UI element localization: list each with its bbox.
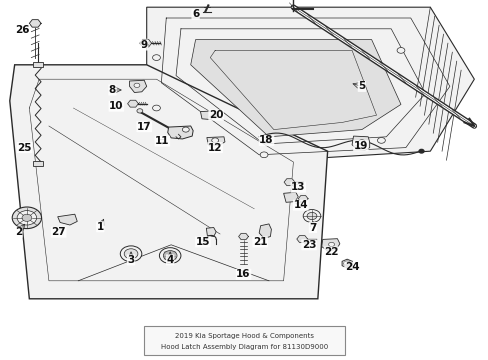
- Text: 20: 20: [208, 110, 223, 120]
- Circle shape: [120, 246, 142, 262]
- Text: 10: 10: [109, 101, 123, 111]
- Circle shape: [22, 214, 32, 221]
- Text: 5: 5: [358, 81, 365, 91]
- Circle shape: [137, 109, 142, 113]
- Circle shape: [124, 249, 138, 259]
- Polygon shape: [296, 235, 307, 243]
- Polygon shape: [298, 195, 307, 202]
- Circle shape: [303, 210, 320, 222]
- Circle shape: [328, 242, 334, 247]
- Text: 1: 1: [97, 222, 103, 232]
- Text: 2019 Kia Sportage Hood & Components: 2019 Kia Sportage Hood & Components: [175, 333, 313, 339]
- Circle shape: [260, 152, 267, 158]
- Text: 9: 9: [141, 40, 147, 50]
- Polygon shape: [127, 100, 138, 107]
- Text: 23: 23: [301, 240, 316, 250]
- Circle shape: [182, 127, 189, 132]
- Circle shape: [17, 211, 37, 225]
- Text: 18: 18: [259, 135, 273, 145]
- Polygon shape: [200, 111, 215, 120]
- Circle shape: [396, 48, 404, 53]
- Circle shape: [159, 248, 181, 264]
- Polygon shape: [284, 179, 294, 186]
- Polygon shape: [283, 192, 298, 202]
- Text: 8: 8: [109, 85, 116, 95]
- Text: 12: 12: [207, 143, 222, 153]
- Circle shape: [306, 212, 316, 220]
- Text: 7: 7: [308, 222, 316, 233]
- Text: Hood Latch Assembly Diagram for 81130D9000: Hood Latch Assembly Diagram for 81130D90…: [161, 343, 327, 350]
- Text: 3: 3: [127, 255, 134, 265]
- Polygon shape: [342, 259, 351, 268]
- Text: 26: 26: [15, 24, 29, 35]
- Text: 4: 4: [166, 255, 174, 265]
- Polygon shape: [190, 40, 400, 137]
- Text: 14: 14: [293, 200, 307, 210]
- Polygon shape: [206, 228, 216, 237]
- Polygon shape: [29, 20, 41, 27]
- Text: 17: 17: [137, 122, 151, 132]
- Polygon shape: [129, 80, 146, 93]
- Polygon shape: [321, 239, 339, 251]
- Circle shape: [358, 140, 365, 145]
- Polygon shape: [10, 65, 327, 299]
- Circle shape: [377, 138, 385, 143]
- Circle shape: [152, 105, 160, 111]
- Text: 11: 11: [155, 136, 169, 146]
- Polygon shape: [206, 137, 224, 145]
- Circle shape: [418, 149, 423, 153]
- Text: 6: 6: [192, 9, 199, 19]
- Polygon shape: [58, 214, 77, 225]
- FancyBboxPatch shape: [33, 62, 43, 67]
- Polygon shape: [238, 233, 248, 240]
- Circle shape: [12, 207, 41, 229]
- Text: 27: 27: [51, 227, 66, 237]
- Text: 19: 19: [353, 141, 367, 151]
- Circle shape: [343, 261, 350, 266]
- Polygon shape: [259, 224, 271, 238]
- Text: 15: 15: [195, 237, 210, 247]
- Text: 21: 21: [252, 237, 267, 247]
- Text: 16: 16: [236, 269, 250, 279]
- Polygon shape: [167, 126, 193, 139]
- Polygon shape: [140, 40, 151, 47]
- Circle shape: [134, 83, 140, 87]
- Text: 22: 22: [324, 247, 338, 257]
- Circle shape: [211, 138, 218, 143]
- Text: 2: 2: [15, 227, 22, 237]
- Polygon shape: [146, 7, 473, 162]
- FancyBboxPatch shape: [144, 326, 344, 355]
- Polygon shape: [351, 136, 369, 150]
- FancyBboxPatch shape: [33, 161, 43, 166]
- Text: 24: 24: [344, 262, 359, 272]
- Circle shape: [152, 55, 160, 60]
- Text: 25: 25: [17, 143, 32, 153]
- Text: 13: 13: [290, 182, 305, 192]
- Circle shape: [163, 251, 177, 261]
